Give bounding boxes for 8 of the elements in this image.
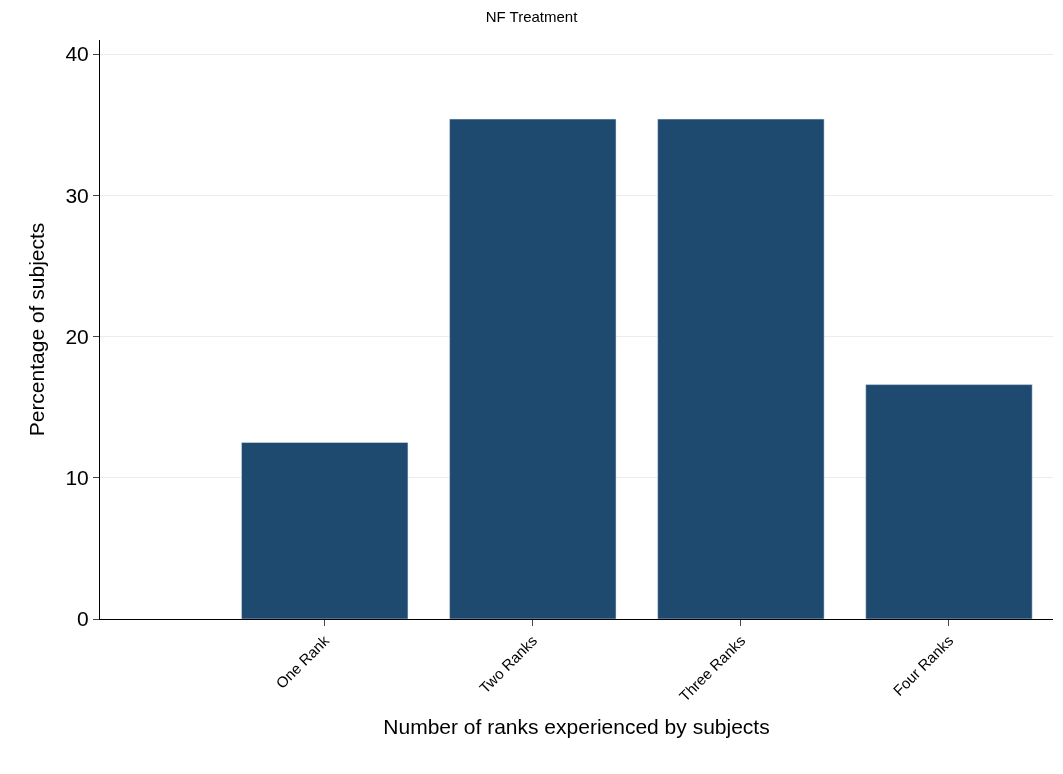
y-tick-label: 40	[65, 42, 89, 66]
y-axis-title: Percentage of subjects	[24, 222, 48, 437]
y-tick-label: 10	[65, 466, 89, 490]
y-tick-label: 20	[65, 324, 89, 348]
y-tick-label: 30	[65, 183, 89, 207]
y-tick-label: 0	[77, 607, 89, 631]
chart-title: NF Treatment	[485, 8, 579, 26]
x-axis-title: Number of ranks experienced by subjects	[383, 714, 770, 738]
